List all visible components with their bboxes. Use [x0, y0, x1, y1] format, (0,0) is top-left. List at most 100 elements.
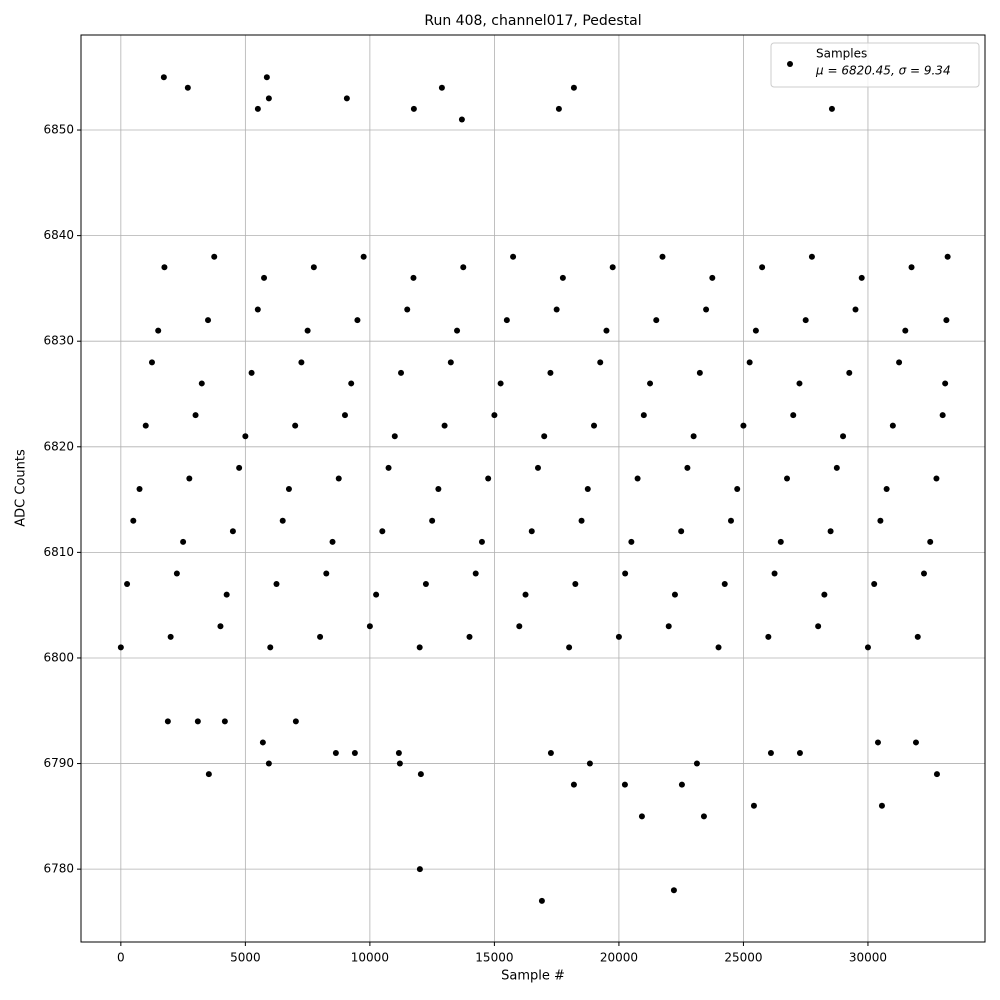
- point: [734, 486, 741, 493]
- point: [864, 644, 871, 651]
- point: [553, 306, 560, 313]
- point: [715, 644, 722, 651]
- point: [332, 749, 339, 756]
- point: [759, 264, 766, 271]
- point: [727, 517, 734, 524]
- point: [939, 412, 946, 419]
- point: [164, 718, 171, 725]
- point: [933, 475, 940, 482]
- y-tick-label: 6850: [43, 123, 74, 137]
- point: [223, 591, 230, 598]
- point: [422, 581, 429, 588]
- point: [914, 633, 921, 640]
- point: [438, 84, 445, 91]
- point: [703, 306, 710, 313]
- point: [578, 517, 585, 524]
- point: [205, 317, 212, 324]
- point: [404, 306, 411, 313]
- point: [173, 570, 180, 577]
- point: [497, 380, 504, 387]
- point: [441, 422, 448, 429]
- point: [472, 570, 479, 577]
- point: [555, 105, 562, 112]
- point: [700, 813, 707, 820]
- point: [878, 802, 885, 809]
- point: [458, 116, 465, 123]
- point: [584, 486, 591, 493]
- point: [771, 570, 778, 577]
- y-axis-label: ADC Counts: [14, 449, 29, 527]
- point: [261, 274, 268, 281]
- point: [254, 306, 261, 313]
- point: [746, 359, 753, 366]
- point: [491, 412, 498, 419]
- point: [310, 264, 317, 271]
- point: [927, 538, 934, 545]
- point: [942, 380, 949, 387]
- point: [194, 718, 201, 725]
- point: [740, 422, 747, 429]
- points: [117, 74, 951, 904]
- point: [248, 369, 255, 376]
- point: [777, 538, 784, 545]
- point: [821, 591, 828, 598]
- point: [304, 327, 311, 334]
- point: [696, 369, 703, 376]
- point: [827, 528, 834, 535]
- point: [684, 464, 691, 471]
- x-tick-label: 30000: [849, 951, 887, 965]
- point: [528, 528, 535, 535]
- grid: [81, 35, 985, 942]
- y-tick-label: 6780: [43, 862, 74, 876]
- y-tick-label: 6810: [43, 545, 74, 559]
- point: [659, 253, 666, 260]
- point: [236, 464, 243, 471]
- point: [721, 581, 728, 588]
- point: [242, 433, 249, 440]
- point: [217, 623, 224, 630]
- point: [329, 538, 336, 545]
- legend-label: Samples: [816, 47, 867, 61]
- point: [211, 253, 218, 260]
- point: [142, 422, 149, 429]
- chart-title: Run 408, channel017, Pedestal: [424, 13, 641, 29]
- point: [622, 570, 629, 577]
- plot-frame: [80, 34, 986, 943]
- point: [317, 633, 324, 640]
- point: [858, 274, 865, 281]
- point: [944, 253, 951, 260]
- point: [198, 380, 205, 387]
- point: [889, 422, 896, 429]
- point: [840, 433, 847, 440]
- point: [485, 475, 492, 482]
- point: [874, 739, 881, 746]
- x-tick-label: 10000: [351, 951, 389, 965]
- point: [877, 517, 884, 524]
- point: [360, 253, 367, 260]
- point: [395, 749, 402, 756]
- point: [398, 369, 405, 376]
- point: [538, 897, 545, 904]
- point: [591, 422, 598, 429]
- point: [628, 538, 635, 545]
- point: [167, 633, 174, 640]
- point: [815, 623, 822, 630]
- point: [790, 412, 797, 419]
- point: [379, 528, 386, 535]
- point: [229, 528, 236, 535]
- point: [354, 317, 361, 324]
- point: [603, 327, 610, 334]
- point: [466, 633, 473, 640]
- point: [767, 749, 774, 756]
- point: [670, 887, 677, 894]
- point: [385, 464, 392, 471]
- point: [454, 327, 461, 334]
- point: [396, 760, 403, 767]
- point: [846, 369, 853, 376]
- point: [148, 359, 155, 366]
- point: [690, 433, 697, 440]
- point: [161, 264, 168, 271]
- point: [192, 412, 199, 419]
- y-tick-label: 6830: [43, 334, 74, 348]
